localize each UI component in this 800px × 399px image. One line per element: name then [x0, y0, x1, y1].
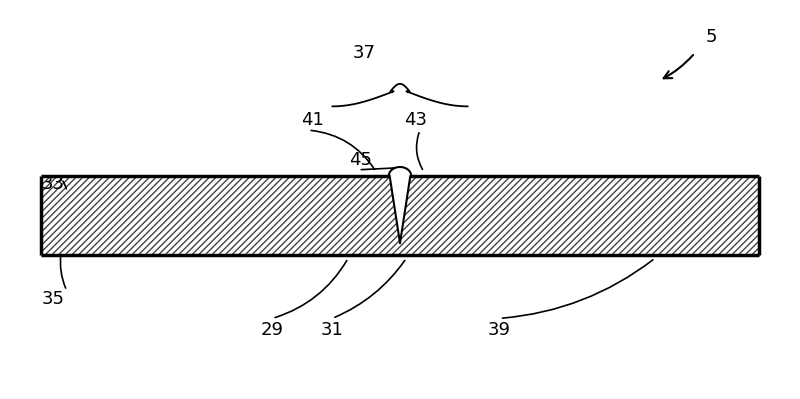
- Text: 29: 29: [261, 321, 284, 339]
- Text: 41: 41: [301, 111, 324, 129]
- Text: 39: 39: [488, 321, 511, 339]
- Text: 5: 5: [705, 28, 717, 46]
- Bar: [42, 176, 758, 255]
- Polygon shape: [390, 176, 410, 243]
- Text: 35: 35: [42, 290, 65, 308]
- Text: 45: 45: [349, 151, 372, 169]
- Text: 31: 31: [321, 321, 344, 339]
- Text: 37: 37: [353, 44, 376, 62]
- Text: 43: 43: [405, 111, 427, 129]
- Polygon shape: [389, 167, 411, 176]
- Text: 33: 33: [42, 175, 65, 193]
- Bar: [42, 176, 758, 255]
